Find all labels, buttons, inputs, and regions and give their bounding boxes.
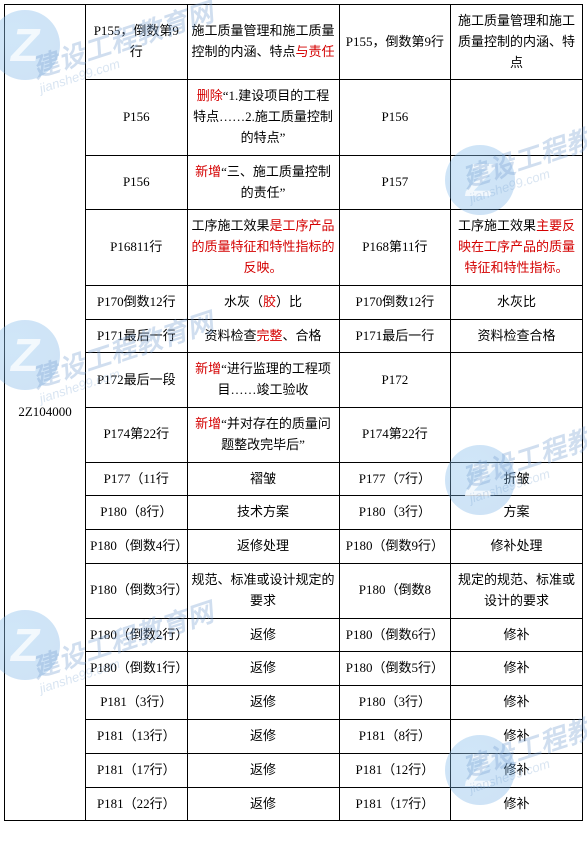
table-row: P181（3行）返修P180（3行）修补: [5, 686, 583, 720]
cell-c3: 工序施工效果是工序产品的质量特征和特性指标的反映。: [187, 210, 339, 285]
table-row: P177（11行褶皱P177（7行）折皱: [5, 462, 583, 496]
cell-c3: 返修: [187, 618, 339, 652]
section-cell: 2Z104000: [5, 5, 86, 821]
cell-c2: P156: [86, 80, 187, 155]
cell-c3: 水灰（胶）比: [187, 285, 339, 319]
table-row: P174第22行新增“并对存在的质量问题整改完毕后”P174第22行: [5, 407, 583, 462]
cell-c5: 修补: [451, 618, 583, 652]
cell-c4: P180（倒数9行）: [339, 530, 451, 564]
cell-c4: P155，倒数第9行: [339, 5, 451, 80]
cell-c3: 技术方案: [187, 496, 339, 530]
cell-c3: 返修: [187, 686, 339, 720]
table-row: P180（倒数1行）返修P180（倒数5行）修补: [5, 652, 583, 686]
cell-c2: P170倒数12行: [86, 285, 187, 319]
cell-c2: P181（13行）: [86, 719, 187, 753]
cell-c3: 返修处理: [187, 530, 339, 564]
table-row: P181（22行）返修P181（17行）修补: [5, 787, 583, 821]
table-row: P172最后一段新增“进行监理的工程项目……竣工验收P172: [5, 353, 583, 408]
cell-c2: P16811行: [86, 210, 187, 285]
table-row: P180（倒数4行）返修处理P180（倒数9行）修补处理: [5, 530, 583, 564]
cell-c4: P181（12行）: [339, 753, 451, 787]
cell-c3: 新增“三、施工质量控制的责任”: [187, 155, 339, 210]
cell-c3: 新增“并对存在的质量问题整改完毕后”: [187, 407, 339, 462]
cell-c5: [451, 155, 583, 210]
table-row: 2Z104000P155，倒数第9行施工质量管理和施工质量控制的内涵、特点与责任…: [5, 5, 583, 80]
cell-c2: P180（倒数3行）: [86, 563, 187, 618]
cell-c3: 褶皱: [187, 462, 339, 496]
cell-c2: P181（17行）: [86, 753, 187, 787]
cell-c5: 修补: [451, 652, 583, 686]
cell-c5: 修补: [451, 787, 583, 821]
cell-c5: 修补: [451, 686, 583, 720]
cell-c4: P177（7行）: [339, 462, 451, 496]
cell-c3: 删除“1.建设项目的工程特点……2.施工质量控制的特点”: [187, 80, 339, 155]
cell-c5: 修补: [451, 719, 583, 753]
table-row: P180（8行）技术方案P180（3行）方案: [5, 496, 583, 530]
cell-c3: 返修: [187, 753, 339, 787]
cell-c4: P180（3行）: [339, 496, 451, 530]
table-row: P181（17行）返修P181（12行）修补: [5, 753, 583, 787]
cell-c5: 修补处理: [451, 530, 583, 564]
table-row: P156新增“三、施工质量控制的责任”P157: [5, 155, 583, 210]
cell-c2: P180（倒数1行）: [86, 652, 187, 686]
cell-c4: P181（17行）: [339, 787, 451, 821]
cell-c2: P155，倒数第9行: [86, 5, 187, 80]
cell-c5: 方案: [451, 496, 583, 530]
cell-c3: 返修: [187, 652, 339, 686]
cell-c4: P170倒数12行: [339, 285, 451, 319]
cell-c4: P168第11行: [339, 210, 451, 285]
cell-c2: P171最后一行: [86, 319, 187, 353]
cell-c3: 新增“进行监理的工程项目……竣工验收: [187, 353, 339, 408]
cell-c3: 返修: [187, 719, 339, 753]
cell-c4: P181（8行）: [339, 719, 451, 753]
cell-c5: 工序施工效果主要反映在工序产品的质量特征和特性指标。: [451, 210, 583, 285]
table-row: P170倒数12行水灰（胶）比P170倒数12行水灰比: [5, 285, 583, 319]
cell-c5: [451, 80, 583, 155]
cell-c5: 水灰比: [451, 285, 583, 319]
cell-c5: [451, 407, 583, 462]
comparison-table: 2Z104000P155，倒数第9行施工质量管理和施工质量控制的内涵、特点与责任…: [4, 4, 583, 821]
cell-c4: P172: [339, 353, 451, 408]
cell-c4: P180（倒数6行）: [339, 618, 451, 652]
cell-c5: 施工质量管理和施工质量控制的内涵、特点: [451, 5, 583, 80]
cell-c4: P156: [339, 80, 451, 155]
table-row: P16811行工序施工效果是工序产品的质量特征和特性指标的反映。P168第11行…: [5, 210, 583, 285]
cell-c4: P180（3行）: [339, 686, 451, 720]
cell-c2: P174第22行: [86, 407, 187, 462]
cell-c5: [451, 353, 583, 408]
table-row: P156删除“1.建设项目的工程特点……2.施工质量控制的特点”P156: [5, 80, 583, 155]
cell-c5: 折皱: [451, 462, 583, 496]
cell-c4: P180（倒数5行）: [339, 652, 451, 686]
cell-c2: P180（倒数4行）: [86, 530, 187, 564]
cell-c4: P157: [339, 155, 451, 210]
cell-c5: 修补: [451, 753, 583, 787]
cell-c3: 资料检查完整、合格: [187, 319, 339, 353]
table-row: P171最后一行资料检查完整、合格P171最后一行资料检查合格: [5, 319, 583, 353]
table-row: P180（倒数3行）规范、标准或设计规定的要求P180（倒数8规定的规范、标准或…: [5, 563, 583, 618]
cell-c4: P171最后一行: [339, 319, 451, 353]
cell-c2: P181（22行）: [86, 787, 187, 821]
cell-c3: 施工质量管理和施工质量控制的内涵、特点与责任: [187, 5, 339, 80]
cell-c2: P177（11行: [86, 462, 187, 496]
cell-c2: P180（8行）: [86, 496, 187, 530]
cell-c3: 规范、标准或设计规定的要求: [187, 563, 339, 618]
cell-c2: P181（3行）: [86, 686, 187, 720]
cell-c4: P180（倒数8: [339, 563, 451, 618]
cell-c2: P180（倒数2行）: [86, 618, 187, 652]
table-row: P181（13行）返修P181（8行）修补: [5, 719, 583, 753]
cell-c3: 返修: [187, 787, 339, 821]
cell-c4: P174第22行: [339, 407, 451, 462]
cell-c5: 规定的规范、标准或设计的要求: [451, 563, 583, 618]
cell-c2: P172最后一段: [86, 353, 187, 408]
cell-c5: 资料检查合格: [451, 319, 583, 353]
cell-c2: P156: [86, 155, 187, 210]
table-row: P180（倒数2行）返修P180（倒数6行）修补: [5, 618, 583, 652]
